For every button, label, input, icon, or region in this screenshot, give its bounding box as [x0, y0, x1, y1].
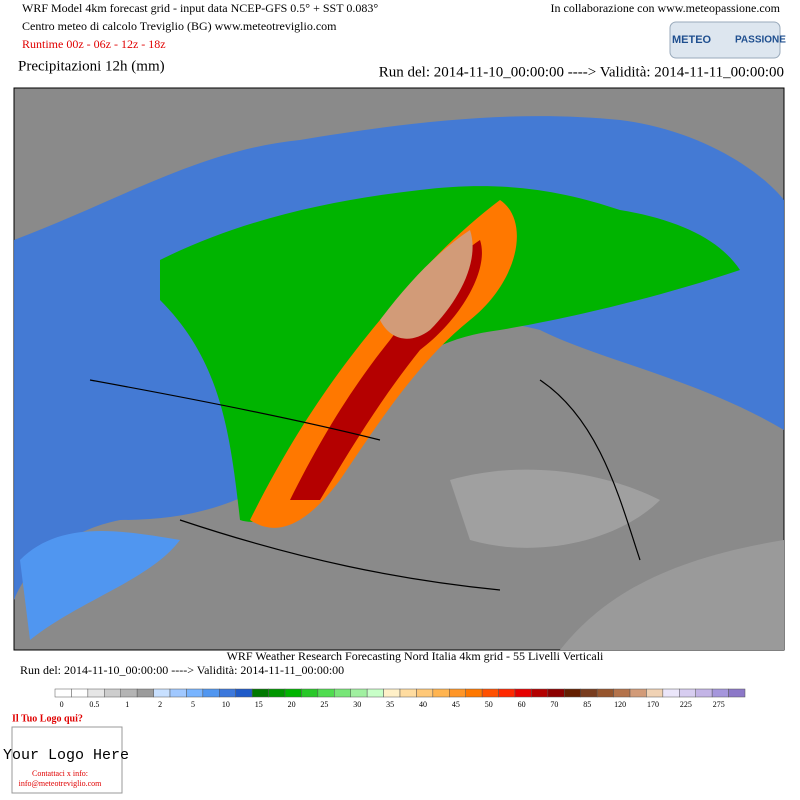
legend-swatch	[87, 688, 105, 698]
legend-swatch	[136, 688, 154, 698]
map	[13, 87, 785, 651]
legend-swatch	[679, 688, 696, 698]
legend-swatch	[366, 688, 384, 698]
runtime: Runtime 00z - 06z - 12z - 18z	[22, 37, 166, 51]
legend-label: 1	[125, 700, 129, 709]
model-info: WRF Weather Research Forecasting Nord It…	[227, 649, 604, 663]
legend-swatch	[71, 688, 89, 698]
legend-swatch	[564, 688, 581, 698]
legend-label: 120	[614, 700, 626, 709]
legend-swatch	[416, 688, 434, 698]
legend-swatch	[284, 688, 302, 698]
legend-swatch	[153, 688, 171, 698]
legend-swatch	[235, 688, 253, 698]
legend-swatch	[481, 688, 499, 698]
legend-swatch	[54, 688, 72, 698]
legend-swatch	[695, 688, 713, 698]
email: info@meteotreviglio.com	[19, 779, 102, 788]
variable: Precipitazioni 12h (mm)	[18, 58, 165, 74]
legend-swatch	[104, 688, 121, 698]
logo-placeholder: Your Logo Here	[3, 747, 129, 764]
legend-label: 85	[583, 700, 591, 709]
legend-label: 30	[353, 700, 361, 709]
legend-swatch	[662, 688, 680, 698]
legend-label: 170	[647, 700, 659, 709]
legend-swatch	[498, 688, 516, 698]
legend-swatch	[646, 688, 664, 698]
legend-swatch	[268, 688, 286, 698]
logo-text: PASSIONE	[735, 35, 786, 46]
legend-label: 60	[518, 700, 526, 709]
legend-swatch	[186, 688, 204, 698]
logo-box	[669, 21, 781, 59]
logo-title: Il Tuo Logo qui?	[12, 713, 83, 724]
legend-swatch	[728, 688, 746, 698]
legend-swatch	[219, 688, 236, 698]
legend-swatch	[449, 688, 466, 698]
legend-swatch	[547, 688, 565, 698]
legend-label: 10	[222, 700, 230, 709]
collab: In collaborazione con www.meteopassione.…	[551, 1, 781, 15]
legend-label: 275	[713, 700, 725, 709]
legend-label: 25	[320, 700, 328, 709]
legend-swatch	[383, 688, 401, 698]
legend-swatch	[202, 688, 220, 698]
run-info: Run del: 2014-11-10_00:00:00 ----> Valid…	[379, 64, 784, 80]
legend-swatch	[596, 688, 614, 698]
legend-label: 15	[255, 700, 263, 709]
legend-swatch	[350, 688, 368, 698]
legend-label: 225	[680, 700, 692, 709]
legend-label: 0.5	[89, 700, 99, 709]
legend-swatch	[251, 688, 269, 698]
legend-swatch	[169, 688, 187, 698]
legend-swatch	[580, 688, 598, 698]
legend-swatch	[711, 688, 729, 698]
legend-swatch	[465, 688, 483, 698]
legend-label: 20	[288, 700, 296, 709]
logo-text: METEO	[672, 34, 712, 46]
header-line: Centro meteo di calcolo Treviglio (BG) w…	[22, 19, 337, 33]
legend-label: 0	[60, 700, 64, 709]
header-line: WRF Model 4km forecast grid - input data…	[22, 1, 378, 15]
contact: Contattaci x info:	[32, 769, 88, 778]
color-legend: 0 0.5 1 2 5 10 15 20 25 30 35 40 45 50 60 70 85 120 170 225…	[54, 688, 746, 709]
legend-label: 70	[550, 700, 558, 709]
legend-swatch	[399, 688, 417, 698]
logo-placeholder-box	[11, 726, 123, 794]
legend-label: 35	[386, 700, 394, 709]
legend-swatch	[334, 688, 351, 698]
legend-swatch	[629, 688, 647, 698]
legend-swatch	[432, 688, 450, 698]
legend-label: 45	[452, 700, 460, 709]
legend-swatch	[531, 688, 549, 698]
legend-swatch	[317, 688, 335, 698]
legend-label: 2	[158, 700, 162, 709]
legend-swatch	[613, 688, 631, 698]
legend-swatch	[301, 688, 319, 698]
legend-label: 50	[485, 700, 493, 709]
legend-label: 5	[191, 700, 195, 709]
legend-swatch	[514, 688, 532, 698]
legend-swatch	[120, 688, 138, 698]
footer-run: Run del: 2014-11-10_00:00:00 ----> Valid…	[20, 663, 344, 677]
legend-label: 40	[419, 700, 427, 709]
